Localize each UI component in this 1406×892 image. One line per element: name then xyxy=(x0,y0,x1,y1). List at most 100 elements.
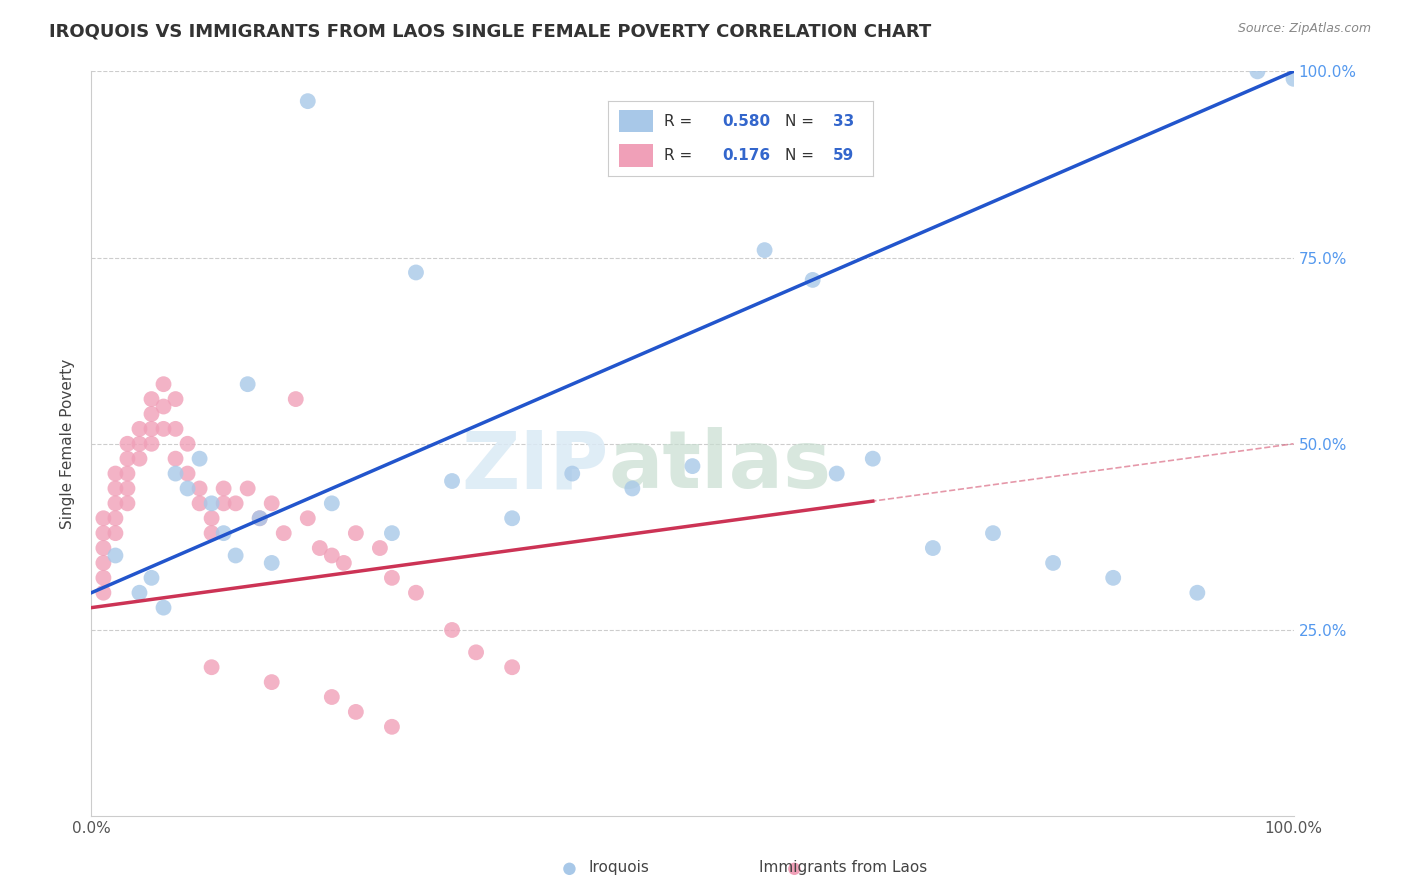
Point xyxy=(308,541,330,555)
Point xyxy=(465,645,488,659)
Point xyxy=(273,526,295,541)
Point xyxy=(236,482,259,496)
Point xyxy=(152,600,174,615)
Point xyxy=(201,526,224,541)
Point xyxy=(104,526,127,541)
Point xyxy=(141,422,163,436)
Point xyxy=(141,437,163,451)
Point xyxy=(93,526,115,541)
Point xyxy=(368,541,391,555)
Point xyxy=(321,496,343,510)
Point xyxy=(405,586,427,600)
Point xyxy=(344,705,367,719)
Point xyxy=(333,556,356,570)
Point xyxy=(249,511,271,525)
Point xyxy=(212,526,235,541)
Point xyxy=(165,422,187,436)
Text: 33: 33 xyxy=(834,114,855,128)
Point xyxy=(621,482,644,496)
Point xyxy=(981,526,1004,541)
Point xyxy=(922,541,945,555)
Point xyxy=(825,467,848,481)
Point xyxy=(104,482,127,496)
Point xyxy=(225,496,247,510)
Point xyxy=(558,862,581,876)
Point xyxy=(297,511,319,525)
Point xyxy=(188,451,211,466)
Point xyxy=(165,467,187,481)
Point xyxy=(152,377,174,392)
Point xyxy=(1282,71,1305,86)
Point xyxy=(165,451,187,466)
Point xyxy=(93,511,115,525)
Point xyxy=(176,437,198,451)
Point xyxy=(152,422,174,436)
Point xyxy=(128,437,150,451)
Text: Immigrants from Laos: Immigrants from Laos xyxy=(759,860,928,874)
Point xyxy=(93,541,115,555)
Text: Source: ZipAtlas.com: Source: ZipAtlas.com xyxy=(1237,22,1371,36)
Point xyxy=(152,400,174,414)
Point xyxy=(440,623,463,637)
Point xyxy=(501,660,523,674)
Point xyxy=(176,467,198,481)
Point xyxy=(440,474,463,488)
Point xyxy=(225,549,247,563)
Point xyxy=(188,482,211,496)
Point xyxy=(297,94,319,108)
Point xyxy=(561,467,583,481)
Text: ZIP: ZIP xyxy=(461,427,609,505)
Point xyxy=(1042,556,1064,570)
Point xyxy=(1102,571,1125,585)
Point xyxy=(93,556,115,570)
Point xyxy=(260,496,283,510)
Point xyxy=(321,690,343,704)
Point xyxy=(201,660,224,674)
Point xyxy=(260,675,283,690)
Point xyxy=(501,511,523,525)
Text: R =: R = xyxy=(664,114,697,128)
Text: R =: R = xyxy=(664,148,702,163)
Point xyxy=(117,482,139,496)
Point xyxy=(236,377,259,392)
Point xyxy=(165,392,187,406)
Text: IROQUOIS VS IMMIGRANTS FROM LAOS SINGLE FEMALE POVERTY CORRELATION CHART: IROQUOIS VS IMMIGRANTS FROM LAOS SINGLE … xyxy=(49,22,931,40)
Point xyxy=(141,392,163,406)
Point xyxy=(201,511,224,525)
Point xyxy=(104,549,127,563)
Point xyxy=(104,511,127,525)
Point xyxy=(681,459,703,474)
Point xyxy=(201,496,224,510)
Point xyxy=(249,511,271,525)
Point xyxy=(783,862,806,876)
Point xyxy=(381,720,404,734)
FancyBboxPatch shape xyxy=(619,145,654,167)
Point xyxy=(117,467,139,481)
Point xyxy=(405,265,427,279)
Point xyxy=(117,451,139,466)
Point xyxy=(104,496,127,510)
Point xyxy=(801,273,824,287)
Text: Iroquois: Iroquois xyxy=(588,860,650,874)
Point xyxy=(212,496,235,510)
Point xyxy=(344,526,367,541)
Text: N =: N = xyxy=(786,148,820,163)
Point xyxy=(104,467,127,481)
Point xyxy=(188,496,211,510)
FancyBboxPatch shape xyxy=(619,110,654,132)
Text: 59: 59 xyxy=(834,148,855,163)
Text: N =: N = xyxy=(786,114,820,128)
Point xyxy=(117,496,139,510)
Point xyxy=(1187,586,1209,600)
Point xyxy=(117,437,139,451)
Point xyxy=(141,571,163,585)
Text: 0.580: 0.580 xyxy=(723,114,770,128)
Point xyxy=(381,571,404,585)
Point xyxy=(1246,64,1268,78)
Text: atlas: atlas xyxy=(609,427,831,505)
Point xyxy=(141,407,163,421)
Point xyxy=(862,451,884,466)
Point xyxy=(176,482,198,496)
Point xyxy=(93,571,115,585)
Point xyxy=(128,451,150,466)
